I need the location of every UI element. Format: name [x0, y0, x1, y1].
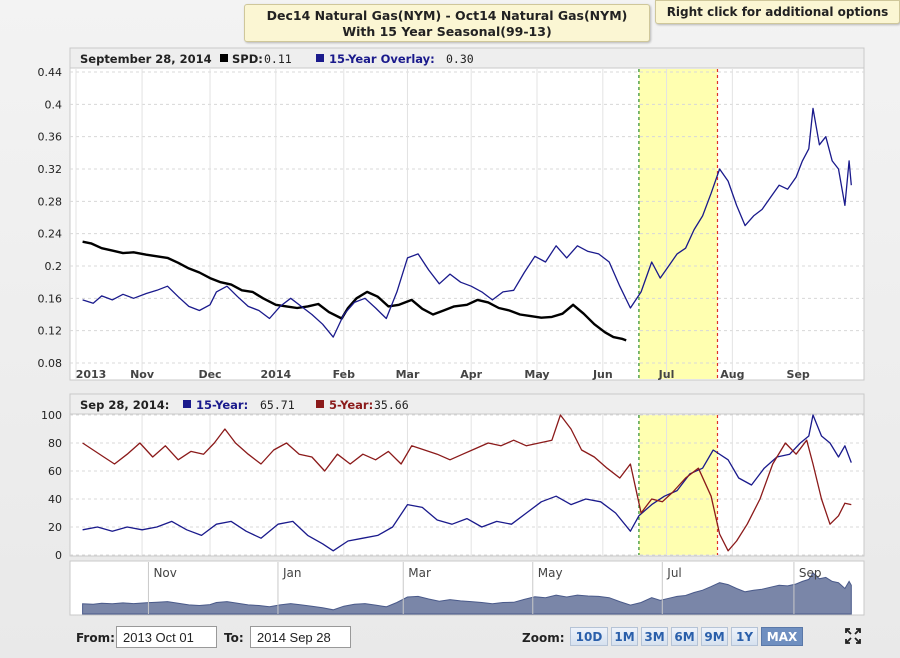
price-x-tick-label: Sep	[787, 368, 810, 381]
percentile-y-tick-label: 60	[48, 465, 62, 478]
price-x-tick-label: Dec	[198, 368, 221, 381]
price-plot-layer: 0.44 0.4 0.36 0.32 0.28 0.24 0.2 0.16 0.12 0.08 20…	[38, 66, 864, 381]
chart-title-line1: Dec14 Natural Gas(NYM) - Oct14 Natural G…	[266, 8, 628, 23]
price-x-tick-label: Feb	[333, 368, 356, 381]
price-x-tick-label: Apr	[460, 368, 482, 381]
fifteen-year-legend-value: 65.71	[260, 398, 295, 412]
zoom-10d-button[interactable]: 10D	[570, 627, 608, 646]
overlay-legend-value: 0.30	[446, 52, 474, 66]
percentile-y-tick-label: 80	[48, 437, 62, 450]
chart-title-line2: With 15 Year Seasonal(99-13)	[342, 24, 552, 39]
overlay-legend-label: 15-Year Overlay:	[329, 52, 435, 66]
from-label: From:	[76, 631, 115, 645]
zoom-1m-button[interactable]: 1M	[611, 627, 638, 646]
price-x-tick-label: May	[524, 368, 549, 381]
fifteen-year-legend-label: 15-Year:	[196, 398, 248, 412]
spd-legend-value: 0.11	[264, 52, 292, 66]
price-legend-date: September 28, 2014	[80, 52, 212, 66]
zoom-max-button[interactable]: MAX	[761, 627, 803, 646]
navigator-layer: Nov Jan Mar May Jul Sep	[82, 562, 852, 615]
navigator-month-label: Jan	[282, 566, 302, 580]
navigator-area	[82, 572, 852, 615]
zoom-9m-button[interactable]: 9M	[701, 627, 728, 646]
zoom-3m-button[interactable]: 3M	[641, 627, 668, 646]
from-date-input[interactable]: 2013 Oct 01	[116, 626, 217, 648]
navigator-month-label: Jul	[666, 566, 681, 580]
percentile-y-tick-label: 20	[48, 521, 62, 534]
navigator-month-label: May	[538, 566, 563, 580]
price-y-tick-label: 0.2	[45, 260, 63, 273]
price-y-tick-label: 0.4	[45, 98, 63, 111]
price-plot-area[interactable]	[69, 67, 865, 381]
percentile-y-tick-label: 100	[41, 409, 62, 422]
price-y-tick-label: 0.32	[38, 163, 63, 176]
percentile-plot-area[interactable]	[69, 413, 865, 557]
zoom-6m-button[interactable]: 6M	[671, 627, 698, 646]
price-y-tick-label: 0.28	[38, 195, 63, 208]
price-y-tick-label: 0.24	[38, 228, 63, 241]
five-year-legend-value: 35.66	[374, 398, 409, 412]
series-line-5-year	[82, 414, 852, 552]
to-date-input[interactable]: 2014 Sep 28	[250, 626, 351, 648]
five-year-legend-label: 5-Year:	[329, 398, 373, 412]
fullscreen-icon[interactable]	[845, 628, 861, 644]
price-x-tick-label: 2013	[76, 368, 107, 381]
percentile-y-tick-label: 40	[48, 493, 62, 506]
five-year-legend-swatch	[316, 400, 324, 408]
overlay-legend-swatch	[316, 54, 324, 62]
price-y-tick-label: 0.44	[38, 66, 63, 79]
percentile-legend-date: Sep 28, 2014:	[80, 398, 169, 412]
price-y-tick-label: 0.12	[38, 325, 63, 338]
chart-canvas[interactable]: September 28, 2014 SPD: 0.11 15-Year Ove…	[0, 0, 900, 622]
price-y-tick-label: 0.16	[38, 292, 63, 305]
navigator-month-label: Mar	[408, 566, 431, 580]
navigator-month-label: Nov	[153, 566, 176, 580]
spd-legend-swatch	[220, 54, 228, 62]
percentile-y-tick-label: 0	[55, 549, 62, 562]
zoom-1y-button[interactable]: 1Y	[731, 627, 758, 646]
fifteen-year-legend-swatch	[183, 400, 191, 408]
zoom-label: Zoom:	[522, 631, 565, 645]
price-y-tick-label: 0.36	[38, 131, 63, 144]
price-y-tick-label: 0.08	[38, 357, 63, 370]
price-x-tick-label: Mar	[396, 368, 420, 381]
chart-title-box: Dec14 Natural Gas(NYM) - Oct14 Natural G…	[244, 4, 650, 42]
to-label: To:	[224, 631, 244, 645]
price-x-tick-label: Jul	[658, 368, 675, 381]
price-x-tick-label: Aug	[720, 368, 744, 381]
navigator-month-label: Sep	[799, 566, 822, 580]
range-footer: From: 2013 Oct 01 To: 2014 Sep 28 Zoom: …	[0, 622, 900, 658]
price-x-tick-label: Jun	[592, 368, 613, 381]
percentile-seasonal-highlight	[638, 415, 718, 555]
percentile-plot-layer: 100 80 60 40 20 0	[41, 409, 864, 562]
series-line-15-year-overlay	[82, 107, 852, 338]
spd-legend-label: SPD:	[232, 52, 263, 66]
series-line-15-year	[82, 414, 852, 552]
series-line-spd	[82, 240, 627, 342]
price-seasonal-highlight	[638, 69, 718, 379]
price-x-tick-label: 2014	[261, 368, 292, 381]
price-x-tick-label: Nov	[130, 368, 155, 381]
